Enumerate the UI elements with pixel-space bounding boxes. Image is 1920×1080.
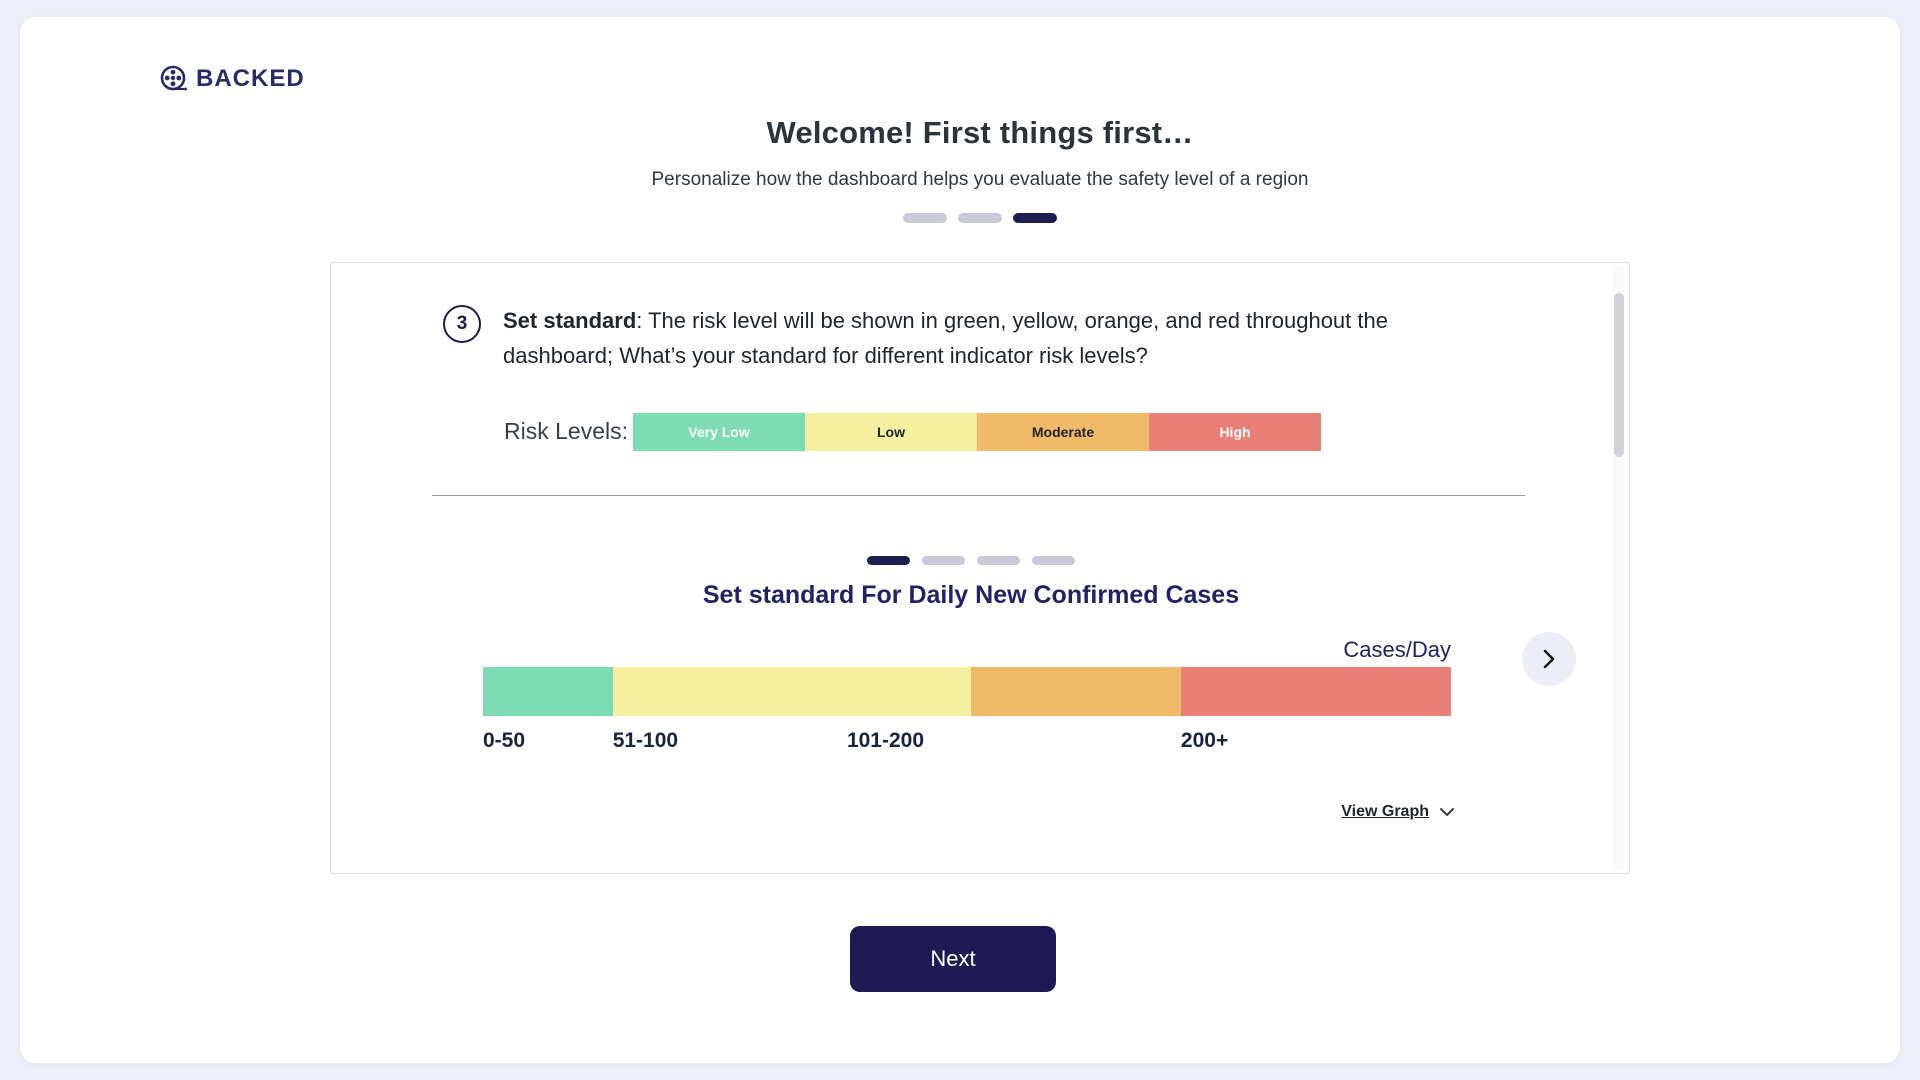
- range-label-4: 200+: [1180, 729, 1229, 752]
- section-divider: [432, 495, 1525, 496]
- carousel-title: Set standard For Daily New Confirmed Cas…: [702, 581, 1240, 609]
- view-graph-label[interactable]: View Graph: [1341, 803, 1429, 820]
- scrollbar-thumb[interactable]: [1614, 293, 1624, 457]
- range-label-1: 0-50: [483, 729, 526, 752]
- risk-levels-legend: Very Low Low Moderate High: [633, 413, 1321, 451]
- carousel-pill-1: [867, 556, 910, 565]
- range-seg-low[interactable]: [612, 667, 971, 716]
- progress-pill-3: [1013, 213, 1057, 223]
- unit-label: Cases/Day: [1343, 637, 1451, 662]
- carousel-pill-4: [1032, 556, 1075, 565]
- progress-pill-2: [958, 213, 1002, 223]
- chevron-right-icon: [1543, 649, 1555, 669]
- risk-seg-very-low: Very Low: [633, 413, 805, 451]
- chevron-down-icon: [1439, 807, 1455, 817]
- main-panel: BACKED Welcome! First things first… Pers…: [20, 17, 1900, 1063]
- risk-seg-high: High: [1149, 413, 1321, 451]
- set-standard-card: 3 Set standard: The risk level will be s…: [330, 262, 1630, 874]
- carousel-pill-3: [977, 556, 1020, 565]
- range-label-3: 101-200: [846, 729, 925, 752]
- next-button[interactable]: Next: [850, 926, 1056, 992]
- risk-seg-low: Low: [805, 413, 977, 451]
- range-seg-high[interactable]: [1180, 667, 1451, 716]
- step-description: Set standard: The risk level will be sho…: [503, 303, 1443, 373]
- carousel-pill-2: [922, 556, 965, 565]
- card-scrollbar[interactable]: [1613, 265, 1625, 871]
- risk-levels-label: Risk Levels:: [504, 418, 628, 444]
- brand-name: BACKED: [196, 65, 305, 92]
- page-subtitle: Personalize how the dashboard helps you …: [651, 169, 1309, 190]
- brand-logo: BACKED: [160, 65, 305, 93]
- step-number-badge: 3: [443, 305, 481, 343]
- range-labels: 0-50 51-100 101-200 200+: [483, 729, 1451, 757]
- page-title: Welcome! First things first…: [766, 115, 1194, 150]
- step-title: Set standard: [503, 308, 637, 333]
- risk-seg-moderate: Moderate: [977, 413, 1149, 451]
- range-seg-very-low[interactable]: [483, 667, 613, 716]
- indicator-carousel-progress: [331, 556, 1611, 565]
- standard-range-bar[interactable]: [483, 667, 1451, 716]
- step-subtext: : The risk level will be shown in green,…: [503, 308, 1388, 368]
- risk-levels-row: Risk Levels: Very Low Low Moderate High: [331, 413, 1631, 451]
- view-graph-link[interactable]: View Graph: [331, 803, 1455, 821]
- range-label-2: 51-100: [612, 729, 679, 752]
- range-seg-moderate[interactable]: [970, 667, 1181, 716]
- step-row: 3 Set standard: The risk level will be s…: [443, 303, 1523, 373]
- progress-pill-1: [903, 213, 947, 223]
- onboarding-progress: [20, 213, 1920, 223]
- reel-logo-icon: [160, 65, 188, 93]
- next-indicator-button[interactable]: [1522, 632, 1576, 686]
